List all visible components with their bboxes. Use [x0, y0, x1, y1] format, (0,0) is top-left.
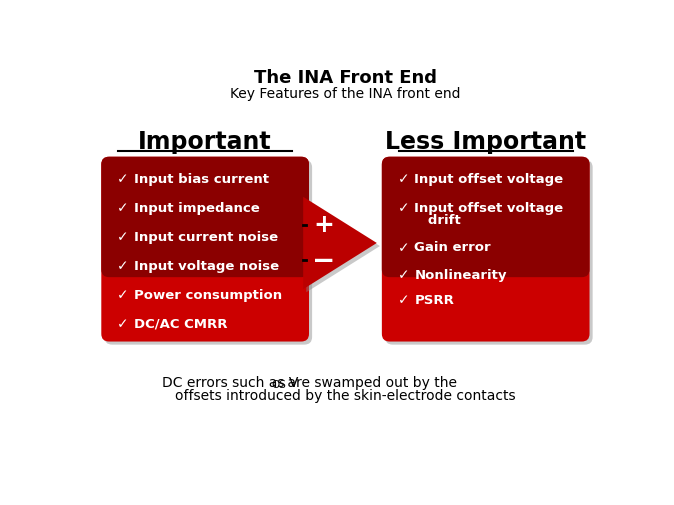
Text: Nonlinearity: Nonlinearity	[415, 269, 507, 281]
Text: Input impedance: Input impedance	[134, 201, 259, 214]
Text: ✓: ✓	[398, 172, 409, 186]
FancyBboxPatch shape	[101, 158, 309, 342]
FancyBboxPatch shape	[382, 158, 590, 278]
Text: ✓: ✓	[398, 240, 409, 255]
Text: OS: OS	[271, 379, 286, 389]
Text: Important: Important	[138, 130, 272, 154]
Text: drift: drift	[415, 214, 461, 227]
Text: ✓: ✓	[117, 201, 129, 215]
Text: ✓: ✓	[117, 230, 129, 244]
Text: −: −	[311, 246, 335, 274]
Text: ✓: ✓	[398, 292, 409, 307]
Text: Input current noise: Input current noise	[134, 230, 278, 243]
Text: The INA Front End: The INA Front End	[254, 69, 437, 87]
Text: Less Important: Less Important	[385, 130, 586, 154]
FancyBboxPatch shape	[385, 161, 592, 345]
Text: Input offset voltage: Input offset voltage	[415, 201, 563, 215]
Text: Input voltage noise: Input voltage noise	[134, 259, 279, 272]
Text: ✓: ✓	[117, 317, 129, 330]
Text: ✓: ✓	[117, 172, 129, 186]
FancyBboxPatch shape	[382, 158, 590, 342]
Text: Key Features of the INA front end: Key Features of the INA front end	[231, 87, 460, 100]
Text: Input offset voltage: Input offset voltage	[415, 173, 563, 185]
Text: DC errors such as V: DC errors such as V	[162, 375, 298, 389]
Text: +: +	[313, 213, 334, 237]
Text: Power consumption: Power consumption	[134, 288, 282, 301]
Polygon shape	[306, 200, 380, 293]
Text: PSRR: PSRR	[415, 293, 454, 306]
Text: DC/AC CMRR: DC/AC CMRR	[134, 317, 227, 330]
Polygon shape	[303, 197, 377, 289]
Text: offsets introduced by the skin-electrode contacts: offsets introduced by the skin-electrode…	[175, 389, 516, 402]
Text: ✓: ✓	[398, 201, 409, 215]
Text: Input bias current: Input bias current	[134, 173, 269, 185]
Text: ✓: ✓	[117, 259, 129, 273]
Text: ✓: ✓	[398, 268, 409, 282]
Text: Gain error: Gain error	[415, 241, 491, 254]
FancyBboxPatch shape	[101, 158, 309, 278]
Text: ✓: ✓	[117, 287, 129, 301]
FancyBboxPatch shape	[104, 161, 312, 345]
Text: are swamped out by the: are swamped out by the	[282, 375, 457, 389]
